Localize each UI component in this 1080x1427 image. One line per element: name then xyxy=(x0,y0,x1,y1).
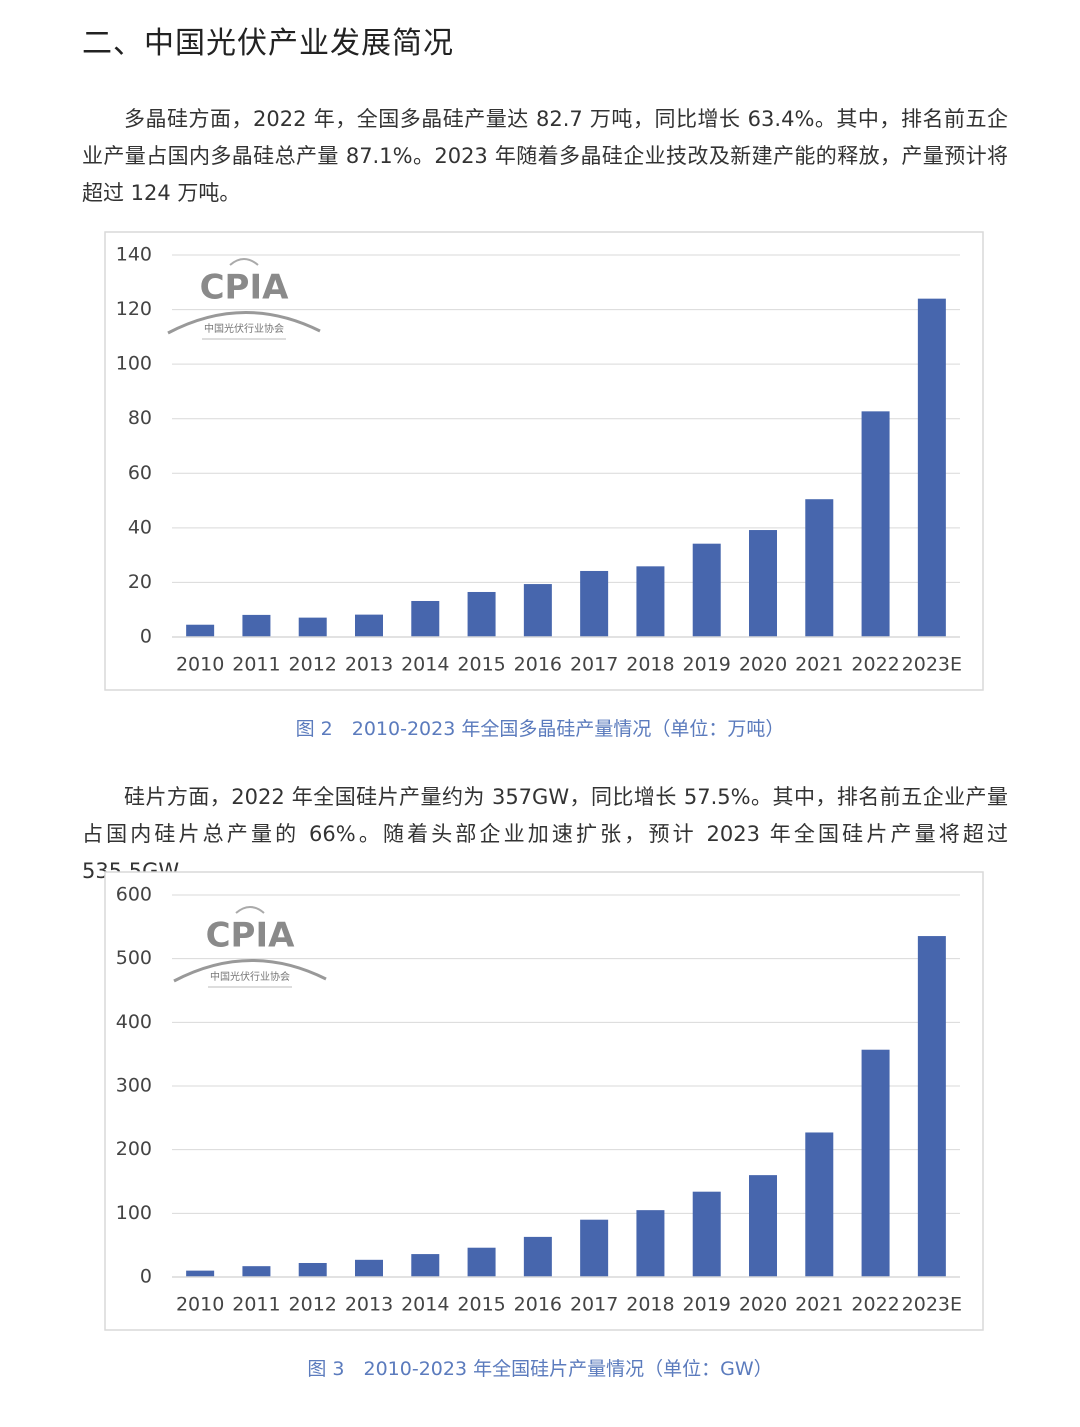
x-tick-label: 2016 xyxy=(514,654,562,676)
y-tick-label: 600 xyxy=(116,884,152,906)
y-tick-label: 100 xyxy=(116,353,152,375)
x-tick-label: 2012 xyxy=(289,654,337,676)
bar xyxy=(411,1254,440,1277)
x-tick-label: 2013 xyxy=(345,654,393,676)
x-tick-label: 2022 xyxy=(851,654,899,676)
bar xyxy=(355,614,383,637)
y-tick-label: 400 xyxy=(116,1011,152,1033)
y-tick-label: 20 xyxy=(128,571,152,593)
x-tick-label: 2020 xyxy=(739,1294,787,1316)
y-tick-label: 140 xyxy=(116,244,152,266)
x-tick-label: 2019 xyxy=(683,654,731,676)
y-tick-label: 80 xyxy=(128,407,152,429)
x-tick-label: 2014 xyxy=(401,654,449,676)
logo-subtitle: 中国光伏行业协会 xyxy=(204,322,284,335)
bar xyxy=(523,1236,552,1277)
x-tick-label: 2013 xyxy=(345,1294,393,1316)
x-tick-label: 2014 xyxy=(401,1294,449,1316)
x-tick-label: 2018 xyxy=(626,654,674,676)
bar xyxy=(692,543,721,637)
x-tick-label: 2023E xyxy=(902,1294,962,1316)
chart: 0 20 40 60 80 100 120 140 CPIA 中国光伏行业协会 2010 2011 20… xyxy=(104,231,984,691)
bar xyxy=(186,624,215,637)
bar xyxy=(355,1259,383,1277)
paragraph: 多晶硅方面，2022 年，全国多晶硅产量达 82.7 万吨，同比增长 63.4%… xyxy=(82,107,1008,205)
logo-subtitle: 中国光伏行业协会 xyxy=(210,970,290,983)
bar xyxy=(917,936,946,1277)
bar xyxy=(186,1270,215,1277)
x-tick-label: 2015 xyxy=(457,1294,505,1316)
x-tick-label: 2016 xyxy=(514,1294,562,1316)
bar xyxy=(636,566,665,637)
bar xyxy=(580,1219,609,1277)
bar xyxy=(861,411,890,637)
x-tick-label: 2021 xyxy=(795,1294,843,1316)
bar xyxy=(749,530,777,637)
logo-text: CPIA xyxy=(200,268,290,308)
logo-arc xyxy=(167,311,321,335)
bar xyxy=(411,600,440,637)
x-tick-label: 2010 xyxy=(176,1294,224,1316)
bar xyxy=(805,499,834,637)
bar xyxy=(467,591,496,637)
x-tick-label: 2011 xyxy=(232,1294,280,1316)
bar xyxy=(917,298,946,637)
y-tick-label: 500 xyxy=(116,947,152,969)
x-tick-label: 2022 xyxy=(851,1294,899,1316)
bar xyxy=(580,570,609,637)
caption: 图 3 2010-2023 年全国硅片产量情况（单位：GW） xyxy=(307,1358,773,1380)
bar xyxy=(636,1210,665,1277)
bar xyxy=(467,1247,496,1277)
x-tick-label: 2023E xyxy=(902,654,962,676)
y-tick-label: 0 xyxy=(140,626,152,648)
x-tick-label: 2018 xyxy=(626,1294,674,1316)
x-tick-label: 2020 xyxy=(739,654,787,676)
y-tick-label: 300 xyxy=(116,1075,152,1097)
y-tick-label: 60 xyxy=(128,462,152,484)
x-tick-label: 2019 xyxy=(683,1294,731,1316)
bar xyxy=(523,584,552,637)
logo-text: CPIA xyxy=(206,916,296,956)
logo-rays xyxy=(235,906,265,914)
x-tick-label: 2017 xyxy=(570,1294,618,1316)
caption: 图 2 2010-2023 年全国多晶硅产量情况（单位：万吨） xyxy=(295,718,785,740)
bar xyxy=(749,1175,777,1277)
logo-rays xyxy=(229,258,259,266)
x-tick-label: 2017 xyxy=(570,654,618,676)
y-tick-label: 100 xyxy=(116,1202,152,1224)
y-tick-label: 200 xyxy=(116,1138,152,1160)
bar xyxy=(805,1132,834,1277)
bar xyxy=(298,617,327,637)
bar xyxy=(242,1266,271,1277)
heading: 二、中国光伏产业发展简况 xyxy=(82,26,454,61)
x-tick-label: 2015 xyxy=(457,654,505,676)
bar xyxy=(861,1049,890,1277)
y-tick-label: 120 xyxy=(116,298,152,320)
x-tick-label: 2012 xyxy=(289,1294,337,1316)
x-tick-label: 2011 xyxy=(232,654,280,676)
logo-arc xyxy=(173,959,327,983)
bar xyxy=(298,1262,327,1277)
y-tick-label: 40 xyxy=(128,516,152,538)
x-tick-label: 2010 xyxy=(176,654,224,676)
paragraph: 硅片方面，2022 年全国硅片产量约为 357GW，同比增长 57.5%。其中，… xyxy=(82,785,1008,883)
y-tick-label: 0 xyxy=(140,1266,152,1288)
bar xyxy=(242,614,271,637)
x-tick-label: 2021 xyxy=(795,654,843,676)
chart: 0 100 200 300 400 500 600 CPIA 中国光伏行业协会 2010 2011 2… xyxy=(104,871,984,1331)
bar xyxy=(692,1191,721,1277)
